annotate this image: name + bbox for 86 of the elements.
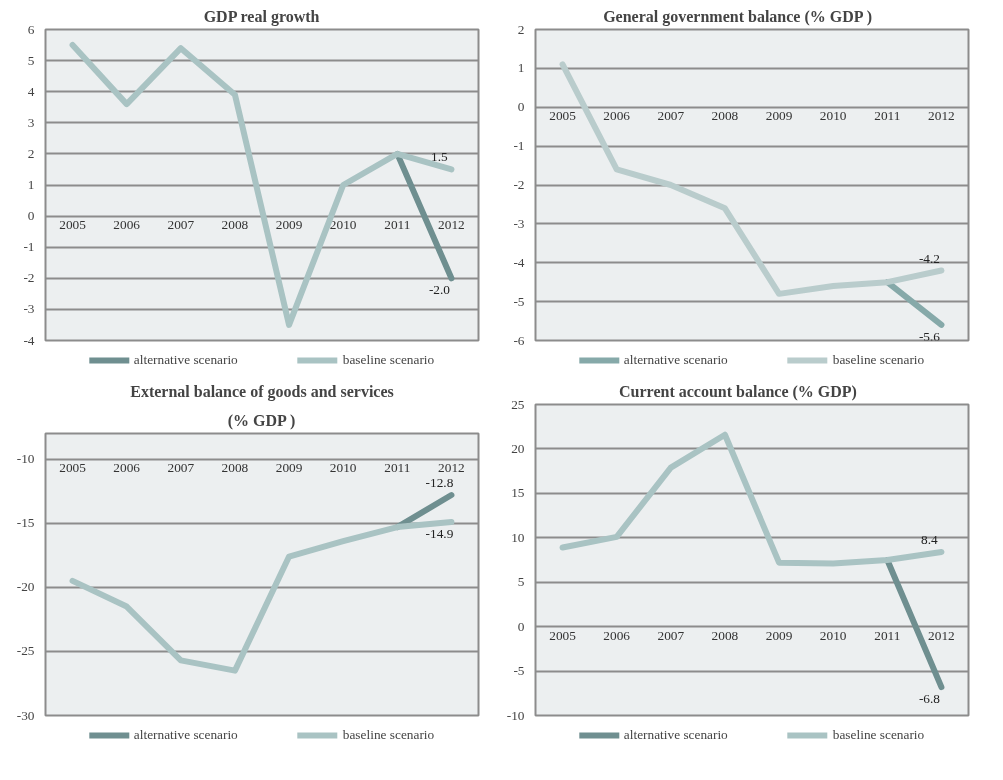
y-tick-label: 2 (27, 145, 35, 161)
y-tick-label: 5 (27, 52, 35, 68)
y-tick-label: 6 (27, 21, 35, 37)
x-tick-label: 2011 (874, 627, 901, 643)
y-tick-label: -30 (16, 707, 35, 723)
x-tick-label: 2007 (167, 460, 195, 476)
y-tick-label: -2 (23, 270, 35, 286)
chart-title: External balance of goods and services (130, 382, 394, 401)
y-tick-label: -1 (23, 239, 35, 255)
x-tick-label: 2007 (657, 108, 685, 124)
chart-subtitle: (% GDP ) (227, 411, 296, 430)
y-tick-label: 0 (517, 618, 525, 634)
x-tick-label: 2007 (657, 627, 685, 643)
legend-label: baseline scenario (342, 727, 435, 743)
y-tick-label: -5 (513, 663, 525, 679)
x-tick-label: 2006 (113, 217, 141, 233)
x-tick-label: 2009 (765, 108, 793, 124)
y-tick-label: 15 (511, 485, 525, 501)
y-tick-label: -3 (23, 301, 35, 317)
y-tick-label: 10 (511, 529, 525, 545)
y-tick-label: -4 (23, 332, 35, 348)
x-tick-label: 2008 (711, 108, 739, 124)
y-tick-label: -5 (513, 293, 525, 309)
y-tick-label: 0 (517, 99, 525, 115)
y-tick-label: 2 (517, 21, 525, 37)
x-tick-label: 2005 (549, 627, 577, 643)
y-tick-label: 25 (511, 396, 525, 412)
data-label: -5.6 (918, 328, 941, 344)
x-tick-label: 2005 (59, 217, 87, 233)
y-tick-label: -10 (506, 707, 525, 723)
x-tick-label: 2009 (765, 627, 793, 643)
x-tick-label: 2006 (603, 108, 631, 124)
legend-label: baseline scenario (342, 352, 435, 368)
data-label: -12.8 (425, 475, 454, 491)
x-tick-label: 2010 (329, 460, 357, 476)
data-label: 1.5 (431, 149, 449, 165)
legend-label: alternative scenario (623, 727, 728, 743)
x-tick-label: 2005 (59, 460, 87, 476)
y-tick-label: 0 (27, 208, 35, 224)
y-tick-label: 5 (517, 574, 525, 590)
y-tick-label: -20 (16, 579, 35, 595)
data-label: -2.0 (428, 282, 451, 298)
x-tick-label: 2010 (329, 217, 357, 233)
y-tick-label: 3 (27, 114, 35, 130)
y-tick-label: 1 (27, 177, 35, 192)
legend-label: baseline scenario (832, 727, 925, 743)
x-tick-label: 2012 (928, 627, 955, 643)
chart-title: General government balance (% GDP ) (603, 7, 872, 26)
y-tick-label: -2 (513, 177, 525, 192)
x-tick-label: 2005 (549, 108, 577, 124)
x-tick-label: 2011 (384, 217, 411, 233)
legend-label: baseline scenario (832, 352, 925, 368)
legend-label: alternative scenario (133, 352, 238, 368)
chart-title: Current account balance (% GDP) (619, 382, 857, 401)
x-tick-label: 2009 (275, 217, 303, 233)
y-tick-label: -6 (513, 332, 525, 348)
data-label: 8.4 (921, 532, 939, 547)
x-tick-label: 2006 (113, 460, 141, 476)
x-tick-label: 2006 (603, 627, 631, 643)
x-tick-label: 2012 (438, 217, 465, 233)
x-tick-label: 2010 (819, 108, 847, 124)
chart-title: GDP real growth (203, 7, 320, 26)
legend-label: alternative scenario (623, 352, 728, 368)
x-tick-label: 2012 (928, 108, 955, 124)
y-tick-label: -10 (16, 451, 35, 467)
x-tick-label: 2009 (275, 460, 303, 476)
y-tick-label: -3 (513, 215, 525, 231)
y-tick-label: 4 (27, 83, 35, 99)
y-tick-label: -15 (16, 515, 35, 531)
x-tick-label: 2008 (711, 627, 739, 643)
x-tick-label: 2007 (167, 217, 195, 233)
legend-label: alternative scenario (133, 727, 238, 743)
y-tick-label: 1 (517, 60, 525, 76)
x-tick-label: 2012 (438, 460, 465, 476)
data-label: -6.8 (918, 691, 941, 707)
y-tick-label: -4 (513, 254, 525, 270)
x-tick-label: 2010 (819, 627, 847, 643)
x-tick-label: 2008 (221, 460, 249, 476)
y-tick-label: -25 (16, 643, 35, 659)
y-tick-label: 20 (511, 440, 525, 456)
data-label: -4.2 (918, 250, 940, 266)
x-tick-label: 2008 (221, 217, 249, 233)
x-tick-label: 2011 (874, 108, 901, 124)
data-label: -14.9 (425, 525, 454, 541)
y-tick-label: -1 (513, 138, 525, 154)
x-tick-label: 2011 (384, 460, 411, 476)
